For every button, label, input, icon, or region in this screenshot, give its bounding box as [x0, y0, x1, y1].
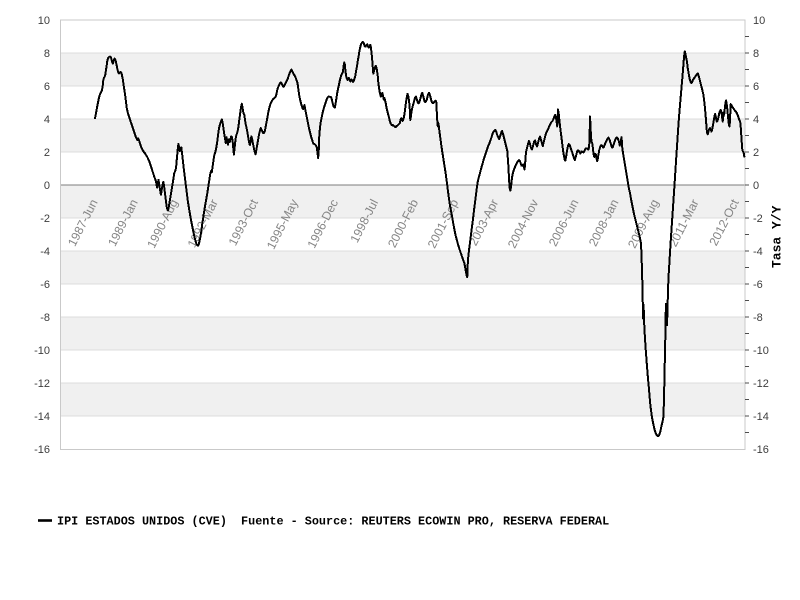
svg-text:-16: -16	[753, 444, 769, 456]
svg-text:-10: -10	[753, 345, 769, 357]
svg-text:-4: -4	[40, 246, 50, 258]
svg-text:-6: -6	[40, 279, 50, 291]
svg-text:8: 8	[753, 48, 759, 60]
svg-text:6: 6	[44, 81, 50, 93]
svg-text:Tasa Y/Y: Tasa Y/Y	[770, 205, 785, 268]
svg-text:2: 2	[44, 147, 50, 159]
svg-text:-2: -2	[753, 213, 763, 225]
svg-text:10: 10	[753, 15, 765, 27]
svg-text:-2: -2	[40, 213, 50, 225]
svg-text:4: 4	[753, 114, 759, 126]
svg-text:0: 0	[753, 180, 759, 192]
svg-text:IPI ESTADOS UNIDOS (CVE) Fuen: IPI ESTADOS UNIDOS (CVE) Fuente - Source…	[57, 515, 609, 529]
svg-text:-16: -16	[34, 444, 50, 456]
svg-text:4: 4	[44, 114, 50, 126]
svg-text:-8: -8	[40, 312, 50, 324]
svg-text:-4: -4	[753, 246, 763, 258]
svg-text:0: 0	[44, 180, 50, 192]
svg-text:6: 6	[753, 81, 759, 93]
svg-text:-14: -14	[34, 411, 50, 423]
svg-text:-10: -10	[34, 345, 50, 357]
svg-text:-6: -6	[753, 279, 763, 291]
svg-text:8: 8	[44, 48, 50, 60]
svg-text:10: 10	[38, 15, 50, 27]
svg-text:-8: -8	[753, 312, 763, 324]
svg-text:-14: -14	[753, 411, 769, 423]
svg-text:-12: -12	[753, 378, 769, 390]
svg-text:-12: -12	[34, 378, 50, 390]
svg-text:2: 2	[753, 147, 759, 159]
